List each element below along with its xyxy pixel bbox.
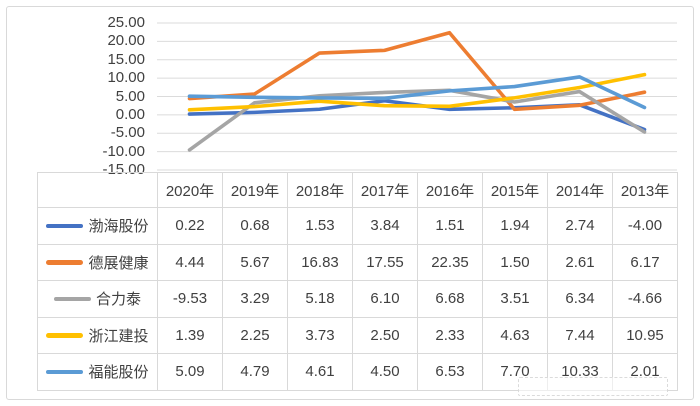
value-cell: 1.53 (287, 207, 353, 245)
series-name-label: 合力泰 (95, 291, 141, 309)
series-line-合力泰 (187, 88, 647, 152)
value-cell: 0.68 (222, 207, 288, 245)
series-line-浙江建投 (187, 72, 647, 112)
y-tick-label: 0.00 (115, 105, 145, 123)
value-cell: 2.25 (222, 316, 288, 354)
series-line-德展健康 (187, 30, 647, 112)
value-cell: 6.10 (352, 280, 418, 318)
value-cell: 4.44 (157, 243, 223, 281)
value-cell: 0.22 (157, 207, 223, 245)
year-header-cell: 2013年 (612, 172, 678, 208)
y-tick-label: 25.00 (107, 14, 145, 31)
series-name-label: 福能股份 (88, 364, 149, 382)
year-header-cell: 2018年 (287, 172, 353, 208)
table-row: 浙江建投 1.39 2.25 3.73 2.50 2.33 4.63 7.44 10.95 (37, 316, 678, 354)
y-tick-label: 20.00 (107, 32, 145, 50)
table-row: 福能股份 5.09 4.79 4.61 4.50 6.53 7.70 10.33 2.01 (37, 353, 678, 391)
year-header-cell: 2014年 (547, 172, 613, 208)
value-cell: 1.39 (157, 316, 223, 354)
legend-line-swatch (53, 296, 91, 302)
value-cell: 4.63 (482, 316, 548, 354)
year-header-cell: 2020年 (157, 172, 223, 208)
y-axis: 25.00 20.00 15.00 10.00 5.00 0.00 -5.00 -10.00-… (78, 0, 145, 200)
value-cell: 6.17 (612, 243, 678, 281)
series-name-label: 渤海股份 (88, 218, 149, 236)
value-cell: 4.79 (222, 353, 288, 391)
value-cell: 2.33 (417, 316, 483, 354)
value-cell: 3.51 (482, 280, 548, 318)
value-cell: 6.53 (417, 353, 483, 391)
value-cell: 22.35 (417, 243, 483, 281)
year-header-cell: 2017年 (352, 172, 418, 208)
value-cell: 4.61 (287, 353, 353, 391)
value-cell: 2.61 (547, 243, 613, 281)
blank-corner-cell (37, 172, 158, 208)
legend-cell: 浙江建投 (37, 316, 158, 354)
value-cell: 7.44 (547, 316, 613, 354)
value-cell: 5.09 (157, 353, 223, 391)
y-tick-label: 15.00 (107, 50, 145, 68)
value-cell: 10.95 (612, 316, 678, 354)
value-cell: 5.18 (287, 280, 353, 318)
table-row: 渤海股份 0.22 0.68 1.53 3.84 1.51 1.94 2.74 -4.00 (37, 207, 678, 245)
y-tick-label: 5.00 (115, 87, 145, 105)
value-cell: 1.50 (482, 243, 548, 281)
value-cell: 16.83 (287, 243, 353, 281)
year-header-cell: 2019年 (222, 172, 288, 208)
value-cell: 1.51 (417, 207, 483, 245)
table-row: 合力泰 -9.53 3.29 5.18 6.10 6.68 3.51 6.34 -4.66 (37, 280, 678, 318)
value-cell: 3.73 (287, 316, 353, 354)
table-header-row: 2020年 2019年 2018年 2017年 2016年 2015年 2014年 2013年 (37, 172, 678, 208)
legend-cell: 福能股份 (37, 353, 158, 391)
year-header-cell: 2016年 (417, 172, 483, 208)
value-cell: 17.55 (352, 243, 418, 281)
series-name-label: 德展健康 (88, 254, 149, 272)
legend-cell: 渤海股份 (37, 207, 158, 245)
value-cell: 2.74 (547, 207, 613, 245)
data-table: 2020年 2019年 2018年 2017年 2016年 2015年 2014年 2013年… (37, 172, 678, 391)
y-tick-label: -10.00 (102, 142, 145, 160)
legend-line-swatch (46, 333, 84, 338)
series-line-福能股份 (187, 75, 647, 110)
value-cell: -4.00 (612, 207, 678, 245)
watermark (518, 377, 668, 396)
legend-cell: 合力泰 (37, 280, 158, 318)
value-cell: 1.94 (482, 207, 548, 245)
value-cell: 6.34 (547, 280, 613, 318)
table-row: 德展健康 4.44 5.67 16.83 17.55 22.35 1.50 2.61 6.17 (37, 243, 678, 281)
year-header-cell: 2015年 (482, 172, 548, 208)
value-cell: 2.50 (352, 316, 418, 354)
value-cell: 3.29 (222, 280, 288, 318)
value-cell: 3.84 (352, 207, 418, 245)
series-name-label: 浙江建投 (88, 327, 149, 345)
legend-cell: 德展健康 (37, 243, 158, 281)
legend-line-swatch (46, 369, 84, 375)
value-cell: 6.68 (417, 280, 483, 318)
value-cell: 5.67 (222, 243, 288, 281)
value-cell: 4.50 (352, 353, 418, 391)
y-tick-label: -5.00 (110, 124, 145, 142)
y-tick-label: 10.00 (107, 69, 145, 87)
legend-line-swatch (46, 223, 84, 229)
legend-line-swatch (46, 260, 84, 265)
value-cell: -9.53 (157, 280, 223, 318)
value-cell: -4.66 (612, 280, 678, 318)
